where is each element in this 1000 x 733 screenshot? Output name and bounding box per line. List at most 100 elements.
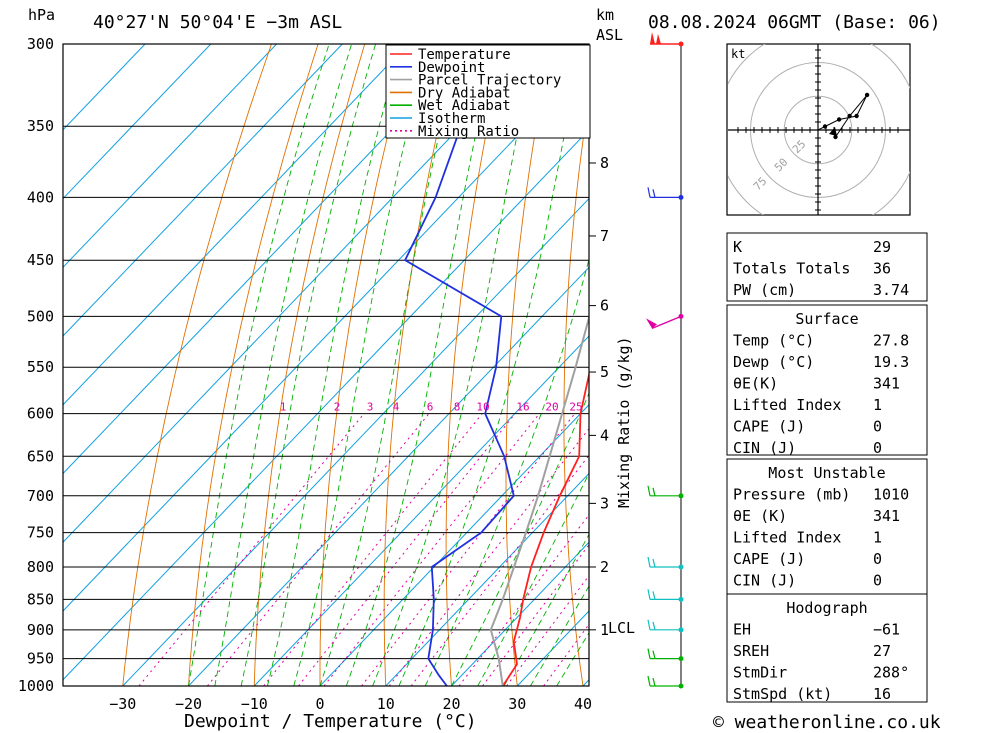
series-line-temperature [502, 370, 589, 686]
table-label: SREH [733, 642, 769, 660]
datetime-label: 08.08.2024 06GMT (Base: 06) [648, 12, 941, 33]
isotherm-line [63, 44, 343, 337]
table-label: Pressure (mb) [733, 486, 850, 504]
pressure-tick-label: 800 [27, 558, 54, 576]
wet-adiabat-line [503, 533, 589, 686]
wind-barb [650, 32, 684, 47]
pressure-tick-label: 1000 [18, 677, 54, 695]
mixing-ratio-label: 4 [393, 401, 400, 414]
mixing-ratio-label: 6 [427, 401, 434, 414]
pressure-tick-label: 600 [27, 405, 54, 423]
km-tick-label: 8 [600, 154, 609, 172]
table-label: CAPE (J) [733, 550, 805, 568]
km-tick-label: 3 [600, 494, 609, 512]
isotherm-line [63, 44, 146, 131]
mixing-ratio-line [263, 413, 483, 686]
wind-barbs [646, 32, 684, 689]
isotherm-line [63, 44, 212, 200]
wet-adiabat-line [451, 392, 589, 686]
km-tick-label: 6 [600, 297, 609, 315]
barb-tick [647, 589, 651, 600]
plot-axes: 1 2 3 4 6 8 10 16 20 2530035040045050055060065070… [18, 35, 635, 713]
pressure-tick-label: 650 [27, 447, 54, 465]
pressure-tick-label: 400 [27, 188, 54, 206]
barb-tick [652, 591, 656, 600]
barb-tick [647, 187, 651, 198]
isotherm-line [63, 44, 540, 543]
table-label: Totals Totals [733, 260, 850, 278]
credit-label: © weatheronline.co.uk [713, 712, 941, 733]
isotherm-line [63, 60, 589, 612]
pressure-tick-label: 350 [27, 117, 54, 135]
table-value: 1010 [873, 486, 909, 504]
plot-series [403, 44, 589, 686]
location-label: 40°27'N 50°04'E −3m ASL [93, 12, 342, 33]
table-value: 27 [873, 642, 891, 660]
hodograph-point [864, 92, 870, 98]
table-label: StmDir [733, 664, 787, 682]
series-line-dewpoint [403, 44, 515, 686]
barb-tick [652, 558, 656, 568]
isotherm-line [63, 44, 409, 406]
hpa-unit-label: hPa [28, 6, 55, 24]
dry-adiabat-line [563, 95, 589, 686]
barb-tick [652, 650, 656, 659]
wind-barb [647, 589, 684, 602]
barb-tick [652, 487, 656, 496]
wind-barb [647, 619, 684, 633]
table-label: CIN (J) [733, 572, 796, 590]
barb-flag [656, 34, 661, 44]
table-title: Surface [795, 310, 858, 328]
barb-flag [650, 32, 655, 44]
mixing-ratio-line [543, 623, 589, 686]
pressure-tick-label: 300 [27, 35, 54, 53]
table-box [726, 304, 928, 456]
table-value: 27.8 [873, 332, 909, 350]
table-label: Temp (°C) [733, 332, 814, 350]
mixing-ratio-label: 10 [476, 401, 489, 414]
plot-background-lines [63, 44, 1000, 686]
barb-flag [646, 318, 657, 329]
pressure-tick-label: 750 [27, 524, 54, 542]
km-tick-label: 7 [600, 227, 609, 245]
hodograph-point [822, 124, 828, 129]
table-box [726, 593, 928, 703]
pressure-tick-label: 550 [27, 358, 54, 376]
isotherm-line [319, 404, 589, 686]
mixing-ratio-label: 3 [367, 401, 374, 414]
mixing-ratio-line [361, 413, 576, 686]
pressure-tick-label: 900 [27, 621, 54, 639]
mixing-ratio-label: 8 [454, 401, 461, 414]
table-label: CAPE (J) [733, 418, 805, 436]
hodograph-point [836, 117, 842, 122]
dry-adiabat-line [971, 44, 1000, 686]
legend-entry: Dry Adiabat [418, 85, 511, 101]
temperature-tick-label: 30 [508, 695, 526, 713]
barb-shaft [651, 315, 682, 330]
table-value: 1 [873, 529, 882, 547]
barb-tick [647, 675, 651, 687]
table-value: 0 [873, 439, 882, 457]
asl-unit-label: ASL [596, 26, 623, 44]
km-unit-label: km [596, 6, 614, 24]
wind-barb [647, 675, 684, 689]
table-label: Lifted Index [733, 396, 841, 414]
pressure-tick-label: 500 [27, 307, 54, 325]
isotherm-line [122, 197, 589, 686]
mixing-ratio-line [298, 413, 516, 686]
hodograph-storm-marker [829, 127, 837, 136]
isotherm-line [385, 472, 589, 686]
temperature-tick-label: 0 [315, 695, 324, 713]
dry-adiabat-line [319, 44, 412, 686]
table-value: 16 [873, 685, 891, 703]
wind-barb [647, 556, 684, 570]
mixing-ratio-label: 25 [569, 401, 582, 414]
wet-adiabat-line [214, 44, 353, 686]
table-box [726, 458, 928, 595]
legend-entry: Dewpoint [418, 60, 485, 76]
table-value: 36 [873, 260, 891, 278]
table-label: K [733, 238, 742, 256]
legend-entry: Mixing Ratio [418, 124, 519, 140]
mixing-ratio-line [138, 413, 365, 686]
